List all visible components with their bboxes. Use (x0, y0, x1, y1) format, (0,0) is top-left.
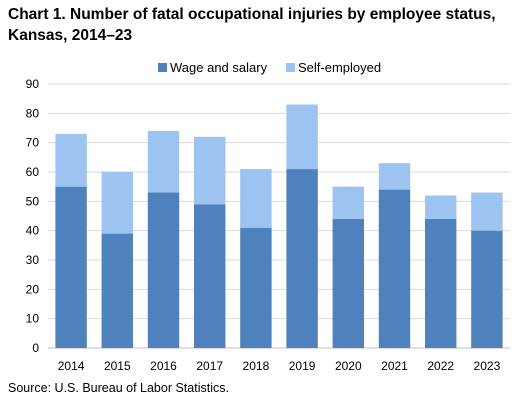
bar-self-employed-2018 (240, 169, 272, 228)
bar-wage-and-salary-2017 (193, 204, 226, 348)
bar-self-employed-2014 (55, 133, 87, 187)
x-tick-label: 2014 (58, 359, 85, 373)
x-tick-label: 2021 (381, 359, 408, 373)
y-tick-label: 80 (26, 106, 40, 120)
bar-wage-and-salary-2023 (471, 230, 503, 348)
legend-label-wage-and-salary: Wage and salary (170, 60, 268, 75)
bar-wage-and-salary-2021 (378, 189, 411, 348)
legend-swatch-wage-and-salary (158, 63, 167, 72)
y-tick-label: 70 (26, 136, 40, 150)
bar-wage-and-salary-2019 (286, 169, 318, 348)
bar-wage-and-salary-2014 (55, 186, 87, 348)
bar-self-employed-2016 (147, 130, 180, 193)
bar-wage-and-salary-2018 (240, 227, 272, 348)
source-note: Source: U.S. Bureau of Labor Statistics. (8, 381, 229, 395)
y-tick-label: 40 (26, 224, 40, 238)
y-tick-label: 10 (26, 312, 40, 326)
x-tick-label: 2017 (196, 359, 223, 373)
legend-label-self-employed: Self-employed (298, 60, 381, 75)
bar-wage-and-salary-2015 (101, 233, 134, 348)
bar-self-employed-2023 (471, 192, 503, 231)
bar-self-employed-2019 (286, 104, 318, 170)
x-tick-label: 2020 (335, 359, 362, 373)
chart-title-line-1: Chart 1. Number of fatal occupational in… (8, 6, 496, 23)
y-tick-label: 50 (26, 194, 40, 208)
x-tick-label: 2015 (104, 359, 131, 373)
y-tick-label: 20 (26, 282, 40, 296)
bar-wage-and-salary-2022 (424, 218, 457, 348)
y-tick-label: 0 (32, 341, 39, 355)
y-tick-label: 30 (26, 253, 40, 267)
chart-title: Chart 1. Number of fatal occupational in… (8, 4, 520, 46)
bar-self-employed-2021 (378, 163, 411, 190)
bar-wage-and-salary-2016 (147, 192, 180, 348)
legend-swatch-self-employed (286, 63, 295, 72)
chart-title-line-2: Kansas, 2014–23 (8, 27, 133, 44)
x-tick-label: 2019 (289, 359, 316, 373)
bar-self-employed-2020 (332, 186, 365, 219)
bar-wage-and-salary-2020 (332, 218, 365, 348)
x-tick-label: 2023 (474, 359, 501, 373)
y-tick-label: 90 (26, 77, 40, 91)
x-tick-label: 2022 (427, 359, 454, 373)
x-tick-label: 2016 (150, 359, 177, 373)
bar-self-employed-2015 (101, 172, 134, 234)
y-tick-label: 60 (26, 165, 40, 179)
bar-self-employed-2017 (193, 136, 226, 205)
bar-self-employed-2022 (424, 195, 457, 219)
x-tick-label: 2018 (243, 359, 270, 373)
